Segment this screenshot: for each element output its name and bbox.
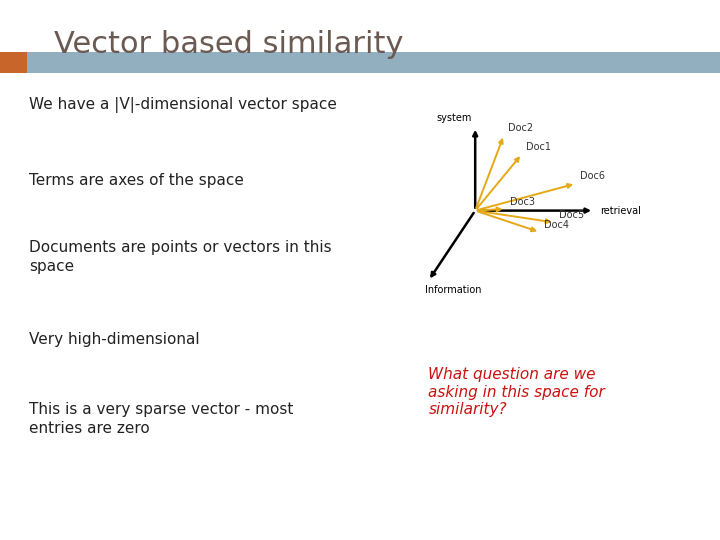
Text: Vector based similarity: Vector based similarity bbox=[54, 30, 403, 59]
Text: Doc4: Doc4 bbox=[544, 220, 570, 230]
Text: We have a |V|-dimensional vector space: We have a |V|-dimensional vector space bbox=[29, 97, 337, 113]
Text: retrieval: retrieval bbox=[600, 206, 641, 215]
Text: Very high-dimensional: Very high-dimensional bbox=[29, 332, 199, 347]
Text: What question are we
asking in this space for
similarity?: What question are we asking in this spac… bbox=[428, 367, 605, 417]
Text: Terms are axes of the space: Terms are axes of the space bbox=[29, 173, 243, 188]
Text: Doc5: Doc5 bbox=[559, 210, 584, 220]
Text: Doc6: Doc6 bbox=[580, 171, 606, 181]
Text: Doc2: Doc2 bbox=[508, 123, 534, 133]
Text: Doc1: Doc1 bbox=[526, 141, 552, 152]
Text: Documents are points or vectors in this
space: Documents are points or vectors in this … bbox=[29, 240, 331, 274]
Bar bbox=[0, 52, 720, 73]
Text: This is a very sparse vector - most
entries are zero: This is a very sparse vector - most entr… bbox=[29, 402, 293, 436]
Bar bbox=[0, 52, 27, 73]
Text: Information: Information bbox=[425, 285, 481, 295]
Text: system: system bbox=[436, 112, 472, 123]
Text: Doc3: Doc3 bbox=[510, 197, 535, 207]
